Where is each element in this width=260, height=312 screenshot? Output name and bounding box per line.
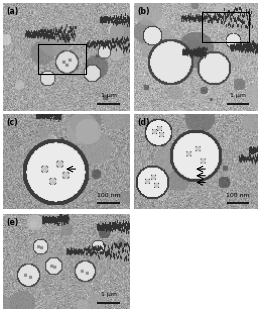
Text: (e): (e) xyxy=(6,217,19,227)
Bar xyxy=(202,12,249,42)
Text: (b): (b) xyxy=(138,7,150,17)
Text: (a): (a) xyxy=(6,7,19,17)
Bar xyxy=(38,44,86,74)
Text: 1 μm: 1 μm xyxy=(101,292,116,297)
Text: (d): (d) xyxy=(138,118,150,127)
Text: 100 nm: 100 nm xyxy=(226,193,250,197)
Text: 1 μm: 1 μm xyxy=(101,93,116,98)
Text: 1 μm: 1 μm xyxy=(230,93,246,98)
Text: (c): (c) xyxy=(6,118,18,127)
Text: 100 nm: 100 nm xyxy=(97,193,120,197)
